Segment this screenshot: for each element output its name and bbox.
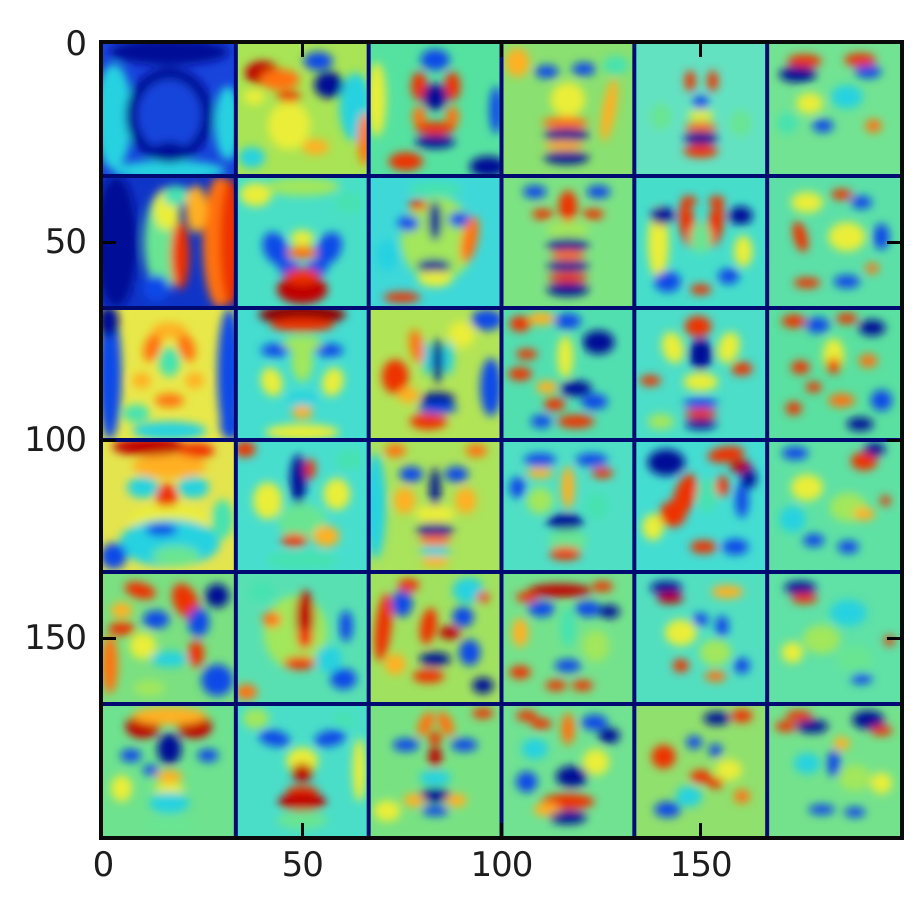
face-tile (235, 572, 369, 704)
eigenfaces-montage (103, 44, 900, 836)
x-tick-mark-top (300, 44, 304, 57)
x-tick-mark-top (699, 44, 703, 57)
face-tile (235, 44, 369, 176)
face-tile (235, 704, 369, 836)
x-tick-label: 50 (281, 845, 324, 885)
face-tile (103, 176, 236, 308)
face-tile (368, 572, 502, 704)
face-tile (103, 308, 236, 440)
y-tick-label: 150 (24, 618, 87, 658)
face-tile (634, 44, 768, 176)
face-tile (767, 308, 900, 440)
face-tile (634, 440, 768, 572)
plot-area (99, 40, 904, 840)
y-tick-mark-left (103, 438, 116, 442)
face-tile (368, 704, 502, 836)
face-tile (501, 440, 635, 572)
face-tile (368, 176, 502, 308)
x-tick-mark-bottom (699, 823, 703, 836)
face-tile (368, 440, 502, 572)
y-tick-label: 50 (44, 222, 87, 262)
face-tile (767, 176, 900, 308)
face-tile (634, 176, 768, 308)
x-axis-tick-labels: 0 50 100 150 (0, 846, 921, 888)
x-tick-label: 150 (669, 845, 733, 885)
tile-separators (103, 44, 900, 836)
face-tile (103, 704, 236, 836)
face-tile (634, 572, 768, 704)
face-tile (235, 440, 369, 572)
face-tile (501, 44, 635, 176)
face-tile (501, 572, 635, 704)
x-tick-mark-bottom (300, 823, 304, 836)
face-tile (368, 308, 502, 440)
face-tile (634, 308, 768, 440)
x-tick-label: 100 (470, 845, 534, 885)
face-tile (767, 704, 900, 836)
face-tile (368, 44, 502, 176)
face-tile (235, 176, 369, 308)
face-tile (103, 572, 236, 704)
face-tile (501, 176, 635, 308)
y-tick-label: 0 (65, 24, 87, 64)
face-tile (103, 44, 236, 176)
face-tile (767, 572, 900, 704)
face-tile (235, 308, 369, 440)
face-tile (634, 704, 768, 836)
y-tick-label: 100 (24, 420, 87, 460)
face-tile (501, 704, 635, 836)
face-tile (767, 440, 900, 572)
x-tick-label: 0 (92, 845, 115, 885)
x-tick-mark-top (500, 44, 503, 57)
x-tick-mark-bottom (500, 823, 503, 836)
y-tick-mark-right (887, 438, 900, 442)
y-tick-mark-right (887, 636, 900, 640)
face-tile (767, 44, 900, 176)
y-axis-tick-labels: 0 50 100 150 (12, 0, 87, 914)
y-tick-mark-left (103, 636, 116, 640)
y-tick-mark-left (103, 240, 116, 244)
face-tile (103, 440, 236, 572)
face-tile (501, 308, 635, 440)
y-tick-mark-right (887, 240, 900, 244)
